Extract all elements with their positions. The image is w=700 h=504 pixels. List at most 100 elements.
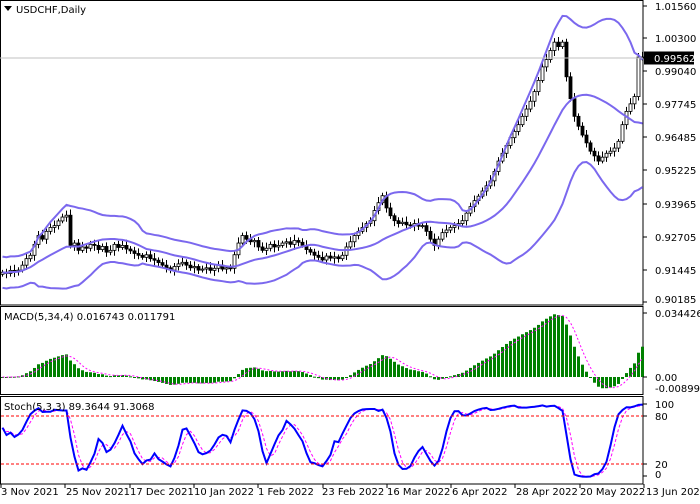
candle-body bbox=[104, 246, 109, 253]
candle-body bbox=[336, 256, 341, 260]
candle bbox=[516, 118, 521, 136]
candle-body bbox=[296, 240, 301, 243]
macd-bar bbox=[449, 376, 452, 378]
macd-bar bbox=[593, 377, 596, 383]
macd-bar bbox=[537, 324, 540, 377]
macd-bar bbox=[113, 375, 116, 377]
candle bbox=[84, 244, 89, 253]
candle bbox=[440, 228, 445, 242]
macd-bar bbox=[573, 346, 576, 377]
macd-bar bbox=[57, 356, 60, 377]
candle bbox=[576, 113, 581, 131]
current-price-value: 0.99562 bbox=[654, 54, 695, 65]
candle bbox=[608, 147, 613, 157]
candle-body bbox=[332, 256, 337, 259]
macd-bar bbox=[65, 354, 68, 377]
macd-bar bbox=[337, 377, 340, 381]
candle bbox=[528, 96, 533, 113]
macd-bar bbox=[613, 377, 616, 387]
current-price-tag bbox=[644, 51, 694, 65]
candle-body bbox=[160, 262, 165, 266]
candle-body bbox=[352, 235, 357, 243]
macd-bar bbox=[533, 327, 536, 377]
candle bbox=[312, 248, 317, 261]
macd-bar bbox=[97, 374, 100, 377]
macd-bar bbox=[313, 376, 316, 378]
macd-bar bbox=[205, 377, 208, 383]
macd-bar bbox=[361, 367, 364, 377]
macd-bar bbox=[101, 374, 104, 377]
candle bbox=[552, 38, 557, 56]
triangle-down-icon[interactable] bbox=[4, 6, 12, 11]
macd-bar bbox=[333, 377, 336, 380]
candle-body bbox=[528, 100, 533, 110]
candle-body bbox=[548, 50, 553, 61]
macd-bar bbox=[489, 356, 492, 377]
candle-body bbox=[132, 250, 137, 254]
candle bbox=[116, 240, 121, 252]
macd-bar bbox=[509, 341, 512, 377]
candle-body bbox=[556, 41, 561, 47]
candle bbox=[536, 76, 541, 96]
candle-body bbox=[404, 221, 409, 226]
candle-body bbox=[524, 108, 529, 117]
candle bbox=[200, 265, 205, 273]
candle bbox=[448, 225, 453, 234]
date-tick: 28 Apr 2022 bbox=[516, 487, 578, 498]
candle bbox=[620, 121, 625, 144]
candle-body bbox=[444, 229, 449, 234]
macd-bar bbox=[481, 360, 484, 377]
macd-bar bbox=[189, 377, 192, 384]
candle bbox=[136, 248, 141, 260]
candle bbox=[392, 213, 397, 227]
candle bbox=[424, 222, 429, 237]
date-tick: 20 May 2022 bbox=[580, 487, 645, 498]
candle bbox=[56, 218, 61, 230]
candle bbox=[352, 232, 357, 248]
candle bbox=[404, 216, 409, 230]
candle-body bbox=[260, 246, 265, 251]
candle bbox=[212, 265, 217, 276]
candle bbox=[204, 263, 209, 274]
macd-bar bbox=[397, 364, 400, 377]
candle-body bbox=[348, 241, 353, 248]
candle-body bbox=[448, 227, 453, 231]
macd-bar bbox=[229, 377, 232, 382]
candle-body bbox=[112, 243, 117, 251]
candle-body bbox=[340, 254, 345, 260]
candle bbox=[592, 147, 597, 162]
candle bbox=[460, 214, 465, 226]
macd-bar bbox=[521, 334, 524, 377]
macd-bar bbox=[277, 371, 280, 377]
macd-bar bbox=[109, 376, 112, 378]
date-tick: 25 Nov 2021 bbox=[66, 487, 130, 498]
candle-body bbox=[520, 115, 525, 126]
candle-body bbox=[96, 245, 101, 250]
macd-bar bbox=[577, 356, 580, 377]
candle bbox=[112, 242, 117, 256]
bollinger-upper-band bbox=[2, 14, 644, 259]
stoch-panel[interactable] bbox=[0, 396, 644, 485]
date-tick: 13 Jun 2022 bbox=[646, 487, 700, 498]
candle bbox=[388, 202, 393, 219]
macd-bar bbox=[257, 368, 260, 377]
candle-body bbox=[600, 156, 605, 162]
candle-body bbox=[28, 254, 33, 260]
macd-bar bbox=[621, 377, 624, 379]
macd-bar bbox=[261, 370, 264, 377]
candle-body bbox=[516, 124, 521, 132]
macd-bar bbox=[149, 377, 152, 381]
macd-bar bbox=[549, 316, 552, 377]
candle bbox=[272, 240, 277, 253]
candle bbox=[444, 224, 449, 238]
macd-bar bbox=[417, 371, 420, 377]
macd-bar bbox=[553, 314, 556, 377]
time-axis: 3 Nov 2021 25 Nov 2021 17 Dec 2021 10 Ja… bbox=[1, 487, 700, 498]
main-panel[interactable] bbox=[0, 0, 644, 306]
macd-bar bbox=[201, 377, 204, 384]
candle bbox=[280, 240, 285, 248]
candle-body bbox=[200, 268, 205, 271]
macd-bar bbox=[529, 330, 532, 377]
price-tick: 0.95225 bbox=[655, 166, 696, 177]
